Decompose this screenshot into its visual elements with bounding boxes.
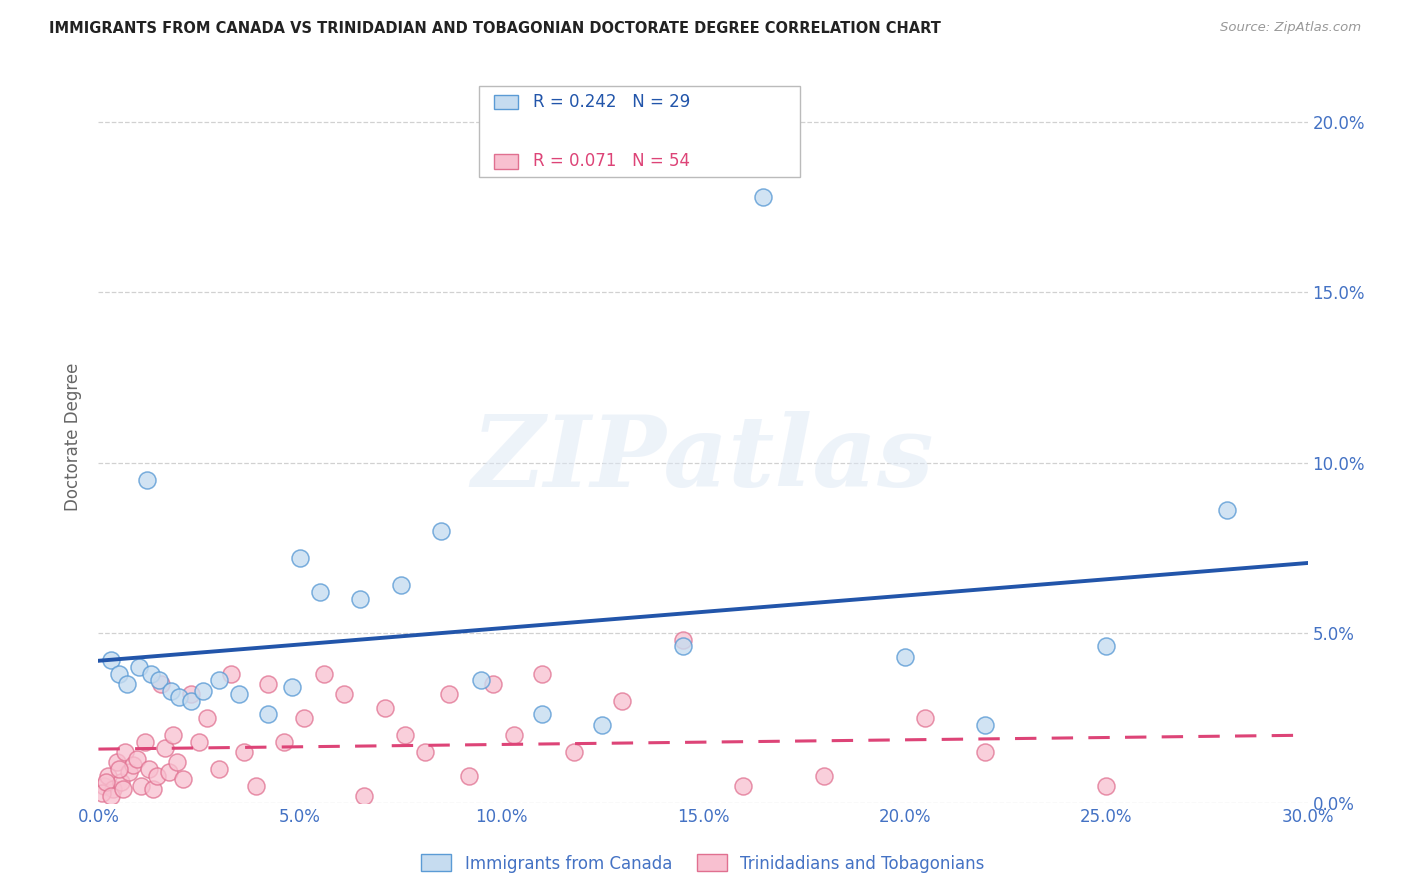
- Point: [105, 755, 128, 769]
- Point: [349, 591, 371, 606]
- Y-axis label: Doctorate Degree: Doctorate Degree: [65, 363, 83, 511]
- Point: [93, 779, 115, 793]
- Point: [437, 687, 460, 701]
- Text: R = 0.071   N = 54: R = 0.071 N = 54: [533, 153, 689, 170]
- Point: [180, 694, 202, 708]
- Point: [389, 578, 412, 592]
- Point: [153, 741, 176, 756]
- Text: R = 0.242   N = 29: R = 0.242 N = 29: [533, 93, 690, 112]
- Point: [591, 717, 613, 731]
- Point: [160, 683, 183, 698]
- Point: [97, 768, 120, 782]
- Point: [162, 728, 184, 742]
- Point: [139, 666, 162, 681]
- Point: [893, 649, 915, 664]
- Point: [413, 745, 436, 759]
- FancyBboxPatch shape: [479, 86, 800, 178]
- Point: [1216, 503, 1239, 517]
- Point: [974, 745, 997, 759]
- Point: [281, 680, 304, 694]
- Point: [148, 673, 170, 688]
- Point: [530, 666, 553, 681]
- FancyBboxPatch shape: [494, 95, 517, 110]
- Point: [193, 683, 215, 698]
- Point: [288, 550, 311, 565]
- Point: [482, 677, 505, 691]
- Point: [245, 779, 267, 793]
- Legend: Immigrants from Canada, Trinidadians and Tobagonians: Immigrants from Canada, Trinidadians and…: [415, 847, 991, 880]
- Point: [530, 707, 553, 722]
- Point: [125, 751, 148, 765]
- Text: Source: ZipAtlas.com: Source: ZipAtlas.com: [1220, 21, 1361, 34]
- FancyBboxPatch shape: [494, 154, 517, 169]
- Point: [672, 640, 695, 654]
- Point: [292, 711, 315, 725]
- Point: [208, 673, 231, 688]
- Point: [91, 786, 114, 800]
- Point: [121, 758, 143, 772]
- Point: [1095, 640, 1118, 654]
- Point: [1095, 779, 1118, 793]
- Point: [146, 768, 169, 782]
- Point: [458, 768, 481, 782]
- Point: [974, 717, 997, 731]
- Point: [107, 666, 129, 681]
- Point: [114, 745, 136, 759]
- Point: [149, 677, 172, 691]
- Point: [470, 673, 492, 688]
- Point: [309, 585, 332, 599]
- Point: [208, 762, 231, 776]
- Point: [167, 690, 190, 705]
- Point: [107, 762, 129, 776]
- Point: [135, 473, 157, 487]
- Point: [172, 772, 194, 786]
- Point: [333, 687, 356, 701]
- Point: [180, 687, 202, 701]
- Point: [672, 632, 695, 647]
- Point: [562, 745, 585, 759]
- Point: [221, 666, 243, 681]
- Point: [353, 789, 375, 803]
- Point: [273, 734, 295, 748]
- Text: IMMIGRANTS FROM CANADA VS TRINIDADIAN AND TOBAGONIAN DOCTORATE DEGREE CORRELATIO: IMMIGRANTS FROM CANADA VS TRINIDADIAN AN…: [49, 21, 941, 36]
- Point: [134, 734, 156, 748]
- Point: [111, 782, 134, 797]
- Point: [314, 666, 336, 681]
- Point: [752, 190, 775, 204]
- Point: [232, 745, 254, 759]
- Point: [142, 782, 165, 797]
- Point: [256, 707, 278, 722]
- Point: [228, 687, 250, 701]
- Point: [612, 694, 634, 708]
- Point: [188, 734, 211, 748]
- Point: [733, 779, 755, 793]
- Text: ZIPatlas: ZIPatlas: [472, 411, 934, 508]
- Point: [118, 765, 141, 780]
- Point: [96, 775, 118, 789]
- Point: [101, 782, 124, 797]
- Point: [100, 789, 122, 803]
- Point: [195, 711, 218, 725]
- Point: [115, 677, 138, 691]
- Point: [394, 728, 416, 742]
- Point: [256, 677, 278, 691]
- Point: [110, 775, 132, 789]
- Point: [157, 765, 180, 780]
- Point: [374, 700, 396, 714]
- Point: [128, 659, 150, 673]
- Point: [138, 762, 160, 776]
- Point: [100, 653, 122, 667]
- Point: [914, 711, 936, 725]
- Point: [166, 755, 188, 769]
- Point: [129, 779, 152, 793]
- Point: [430, 524, 453, 538]
- Point: [813, 768, 835, 782]
- Point: [502, 728, 524, 742]
